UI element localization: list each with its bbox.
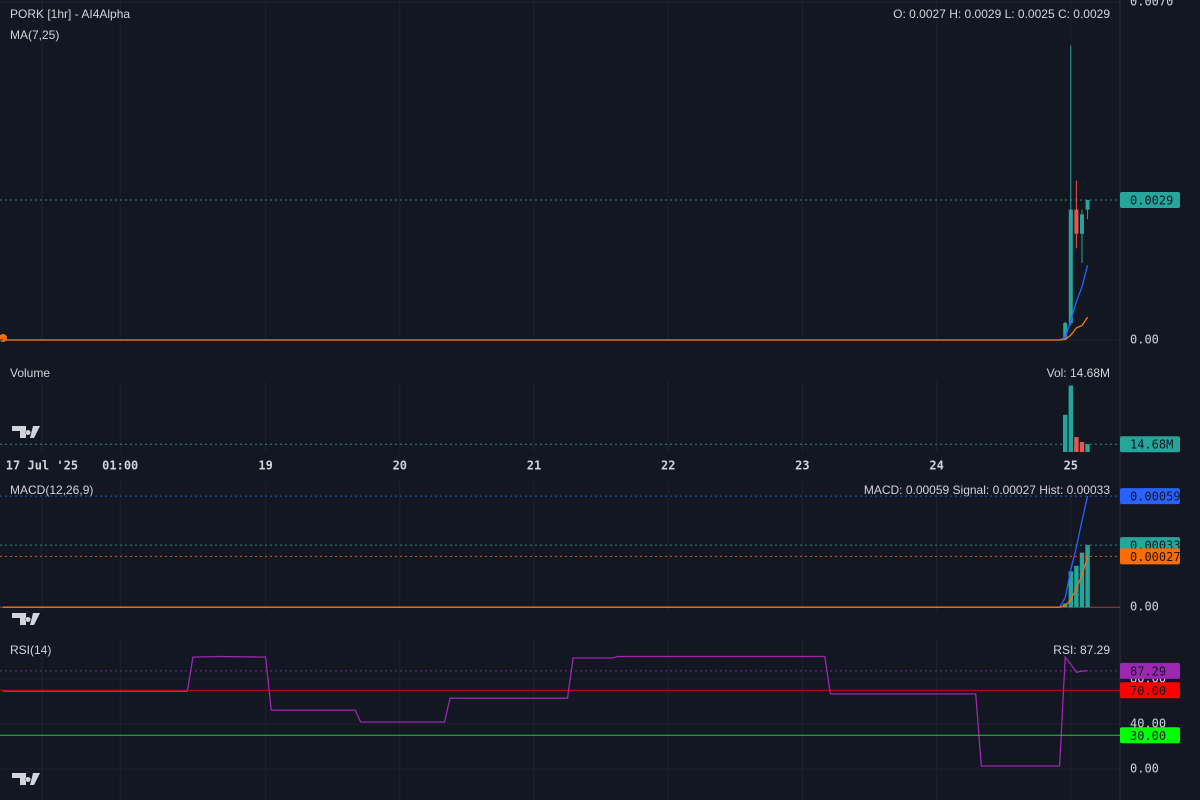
x-tick-label: 19	[258, 459, 272, 473]
histogram-bar	[1079, 552, 1085, 608]
panel-legend: MACD: 0.00059 Signal: 0.00027 Hist: 0.00…	[864, 483, 1110, 497]
level-label: 70.00	[1130, 684, 1166, 698]
panel-title: MACD(12,26,9)	[10, 483, 93, 497]
histogram-bar	[1085, 545, 1090, 608]
candle-body	[1074, 209, 1079, 234]
level-label-box	[1120, 488, 1180, 505]
level-label-box	[1120, 548, 1180, 565]
watermark-logo	[12, 426, 40, 785]
volume-bar	[1068, 385, 1073, 452]
y-tick-label: 0.00	[1130, 333, 1159, 347]
y-tick-label: 0.00	[1130, 600, 1159, 614]
x-tick-label: 17 Jul '25	[6, 459, 78, 473]
level-label: 87.29	[1130, 664, 1166, 678]
level-label: 0.0029	[1130, 193, 1173, 207]
volume-bar	[1085, 444, 1090, 452]
level-label-box	[1120, 662, 1180, 679]
x-tick-label: 25	[1064, 459, 1078, 473]
candle-body	[1085, 199, 1090, 210]
x-tick-label: 01:00	[102, 459, 138, 473]
x-tick-label: 22	[661, 459, 675, 473]
level-label-box	[1120, 682, 1180, 699]
panel-title: PORK [1hr] - AI4Alpha	[10, 7, 130, 21]
level-label-box	[1120, 436, 1180, 453]
series-line	[2, 556, 1089, 608]
level-label: 0.00027	[1130, 550, 1181, 564]
level-label-box	[1120, 191, 1180, 208]
level-label-box	[1120, 727, 1180, 744]
x-tick-label: 20	[393, 459, 407, 473]
series-line	[2, 316, 1089, 341]
panel-title: Volume	[10, 366, 50, 380]
candle-body	[1079, 214, 1084, 234]
y-tick-label: 40.00	[1130, 717, 1166, 731]
x-tick-label: 24	[929, 459, 943, 473]
candle-body	[1068, 209, 1073, 324]
panel-legend: Vol: 14.68M	[1047, 366, 1110, 380]
panel-subtitle: MA(7,25)	[10, 28, 59, 42]
x-tick-label: 21	[527, 459, 541, 473]
level-label: 0.00059	[1130, 490, 1181, 504]
y-tick-label: 0.00	[1130, 762, 1159, 776]
panel-legend: RSI: 87.29	[1053, 643, 1110, 657]
histogram-bar	[1074, 565, 1079, 608]
volume-bar	[1063, 414, 1068, 452]
histogram-bar	[1068, 571, 1073, 608]
series-line	[2, 655, 1088, 767]
level-label: 14.68M	[1130, 438, 1173, 452]
volume-bar	[1079, 441, 1085, 452]
level-label: 30.00	[1130, 729, 1166, 743]
panel-title: RSI(14)	[10, 643, 51, 657]
y-tick-label: 0.0070	[1130, 0, 1173, 9]
panel-legend: O: 0.0027 H: 0.0029 L: 0.0025 C: 0.0029	[893, 7, 1110, 21]
x-tick-label: 23	[795, 459, 809, 473]
candle-body	[1063, 323, 1068, 340]
